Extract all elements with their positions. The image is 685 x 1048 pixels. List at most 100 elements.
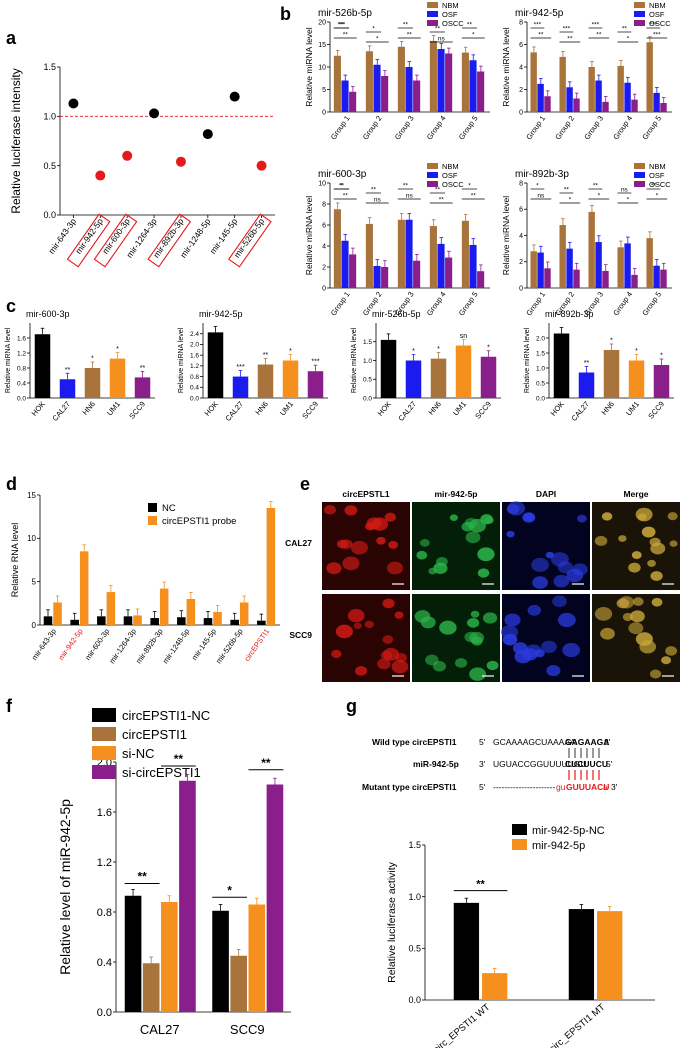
e-cell-blob [419, 538, 430, 547]
b-legend-label: NBM [442, 1, 459, 10]
b-legend-swatch-NBM [427, 163, 438, 169]
e-cell-blob [502, 633, 518, 646]
b-group-label: Group 5 [457, 290, 480, 317]
d-legend-label: NC [162, 503, 176, 514]
e-image-CAL27-mir-942-5p [412, 502, 500, 590]
c-category-label: UM1 [278, 400, 295, 418]
b-legend-label: OSF [442, 171, 458, 180]
b-sig-text: ns [537, 193, 545, 200]
b-sig-text: * [372, 26, 375, 33]
d-bar-circEPSTI1 probe [213, 612, 222, 625]
b-bar-OSF [469, 60, 477, 112]
e-row-label: CAL27 [285, 538, 312, 548]
c-ytick-label: 0.5 [363, 377, 372, 384]
e-cell-blob [649, 537, 661, 547]
b-sig-text: ** [538, 32, 544, 39]
c-category-label: CAL27 [396, 400, 418, 423]
b-bar-OSCC [349, 254, 357, 288]
e-cell-blob [428, 567, 437, 575]
e-cell-blob [628, 622, 644, 635]
e-cell-blob [386, 561, 404, 575]
e-cell-blob [669, 540, 678, 547]
d-bar-NC [97, 616, 106, 625]
d-category-label: mir-942-5p [56, 627, 84, 662]
e-cell-blob [388, 540, 399, 549]
b-bar-OSF [437, 243, 445, 288]
b-ylabel: Relative miRNA level [501, 196, 511, 275]
d-bar-NC [257, 620, 266, 625]
b-bar-OSCC [573, 269, 580, 288]
b-legend-label: OSF [442, 10, 458, 19]
b-bar-OSCC [477, 71, 485, 112]
d-category-label: mir-145-5p [190, 627, 218, 662]
g-sig-text: ** [476, 879, 485, 891]
c-subplot-title: mir-892b-3p [545, 309, 594, 319]
b-bar-OSF [341, 240, 349, 288]
f-sig-text: ** [137, 870, 147, 884]
panel-label-a: a [6, 28, 17, 48]
c-category-label: SCC9 [473, 400, 493, 421]
b-bar-OSF [595, 80, 602, 112]
a-highlight-box [66, 213, 111, 268]
b-bar-NBM [461, 52, 469, 112]
b-bar-OSCC [602, 101, 609, 112]
e-cell-blob [382, 635, 394, 644]
b-bar-OSCC [631, 99, 638, 112]
b-legend-swatch-NBM [427, 2, 438, 8]
d-bar-NC [70, 619, 79, 625]
e-image-background [412, 594, 500, 682]
d-ylabel: Relative RNA level [10, 523, 20, 598]
f-legend-swatch-si-NC [92, 746, 116, 760]
b-bar-NBM [333, 209, 341, 288]
c-bar-SCC9 [653, 365, 670, 398]
b-sig-text: *** [338, 22, 346, 29]
b-sig-text: ns [438, 36, 446, 43]
g-legend-swatch-mir-942-5p [512, 839, 527, 850]
e-cell-blob [486, 660, 499, 671]
g-legend-swatch-mir-942-5p-NC [512, 824, 527, 835]
c-sig-text: * [91, 356, 94, 363]
a-ytick-label: 0.0 [43, 210, 56, 220]
b-bar-NBM [588, 211, 595, 288]
b-sig-text: * [376, 36, 379, 43]
c-subplot-mir-526b-5p: 0.0 0.5 1.0 1.5 mir-526b-5p Relative miRNA le… [351, 309, 501, 423]
e-cell-blob [594, 535, 608, 546]
f-bar-circEPSTI1-NC [124, 895, 142, 1012]
b-sig-text: * [627, 197, 630, 204]
e-cell-blob [439, 620, 457, 635]
d-bar-circEPSTI1 probe [53, 602, 62, 625]
f-legend-label: circEPSTI1-NC [122, 708, 210, 723]
e-cell-blob [507, 501, 526, 516]
e-cell-blob [391, 659, 409, 674]
e-column-label: circEPSTL1 [342, 489, 390, 499]
b-sig-text: *** [650, 22, 658, 29]
e-column-label: Merge [623, 489, 648, 499]
d-ytick-label: 15 [27, 491, 36, 500]
c-ytick-label: 1.6 [17, 335, 26, 342]
a-point-mir-892b-3p [175, 156, 186, 167]
b-sig-text: ** [567, 36, 573, 43]
b-sig-text: * [598, 193, 601, 200]
b-bar-NBM [461, 220, 469, 288]
e-cell-blob [572, 563, 588, 576]
c-sig-text: ** [263, 352, 269, 359]
b-bar-NBM [397, 219, 405, 288]
b-bar-OSCC [381, 267, 389, 288]
e-image-SCC9-DAPI [500, 594, 590, 682]
mir-sequence: UGUACCGGUUUUUGU [493, 759, 587, 769]
f-legend-label: circEPSTI1 [122, 727, 187, 742]
b-ytick-label: 5 [322, 87, 326, 94]
b-ytick-label: 0 [519, 285, 523, 292]
c-bar-UM1 [282, 360, 299, 398]
c-ylabel: Relative miRNA level [5, 327, 12, 393]
b-bar-NBM [617, 65, 624, 112]
e-cell-blob [628, 562, 641, 573]
e-cell-blob [465, 531, 481, 544]
b-group-label: Group 4 [611, 290, 634, 317]
e-cell-blob [355, 665, 368, 676]
b-sig-text: ** [435, 187, 441, 194]
d-category-label: mir-600-3p [83, 627, 111, 662]
f-ytick-label: 0.8 [97, 907, 112, 919]
b-legend-swatch-OSF [634, 172, 645, 178]
